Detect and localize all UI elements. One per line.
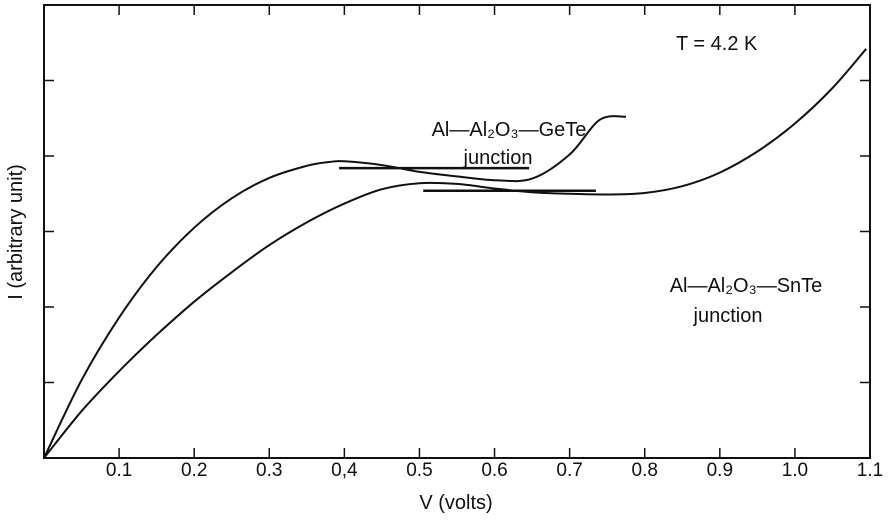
snte-label-line1: Al—Al₂O₃—SnTe xyxy=(670,275,823,297)
tick-marks xyxy=(44,5,871,458)
gete-label-line2: junction xyxy=(463,147,533,169)
x-tick-labels: 0.1 0.2 0.3 0,4 0.5 0.6 0.7 0.8 0.9 1.0 1.1 xyxy=(106,460,883,481)
x-tick-label-8: 0.9 xyxy=(707,460,733,481)
x-tick-label-10: 1.1 xyxy=(857,460,883,481)
temperature-label: T = 4.2 K xyxy=(676,33,758,55)
snte-label-line2: junction xyxy=(693,305,763,327)
x-tick-label-7: 0.8 xyxy=(632,460,658,481)
gete-curve xyxy=(43,115,627,459)
x-tick-label-0: 0.1 xyxy=(106,460,132,481)
y-axis-title: I (arbitrary unit) xyxy=(5,164,27,300)
curves xyxy=(43,48,867,459)
x-tick-label-4: 0.5 xyxy=(406,460,432,481)
x-tick-label-6: 0.7 xyxy=(556,460,582,481)
gete-label-line1: Al—Al₂O₃—GeTe xyxy=(432,119,587,141)
snte-curve xyxy=(43,48,867,459)
x-tick-label-9: 1.0 xyxy=(782,460,808,481)
plot-frame xyxy=(43,4,871,459)
x-axis-title: V (volts) xyxy=(419,492,492,514)
x-tick-label-5: 0.6 xyxy=(481,460,507,481)
x-tick-label-3: 0,4 xyxy=(331,460,358,481)
x-tick-label-1: 0.2 xyxy=(181,460,207,481)
x-tick-label-2: 0.3 xyxy=(256,460,282,481)
